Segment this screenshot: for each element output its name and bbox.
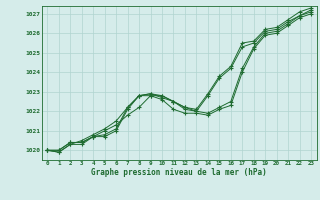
X-axis label: Graphe pression niveau de la mer (hPa): Graphe pression niveau de la mer (hPa) <box>91 168 267 177</box>
